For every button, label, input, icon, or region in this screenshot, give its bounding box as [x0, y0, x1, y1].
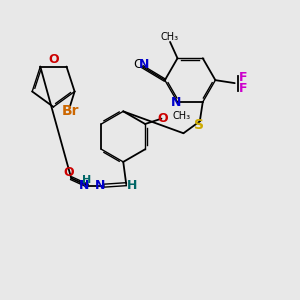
Text: CH₃: CH₃	[161, 32, 179, 42]
Text: N: N	[79, 178, 89, 192]
Text: N: N	[95, 178, 106, 192]
Text: H: H	[82, 175, 91, 185]
Text: O: O	[64, 167, 74, 179]
Text: C: C	[134, 58, 142, 71]
Text: S: S	[194, 118, 204, 132]
Text: F: F	[239, 71, 247, 84]
Text: N: N	[171, 95, 181, 109]
Text: CH₃: CH₃	[173, 111, 191, 121]
Text: O: O	[48, 52, 59, 66]
Text: F: F	[239, 82, 247, 95]
Text: O: O	[158, 112, 168, 124]
Text: H: H	[126, 179, 137, 192]
Text: N: N	[139, 58, 149, 71]
Text: Br: Br	[61, 104, 79, 118]
